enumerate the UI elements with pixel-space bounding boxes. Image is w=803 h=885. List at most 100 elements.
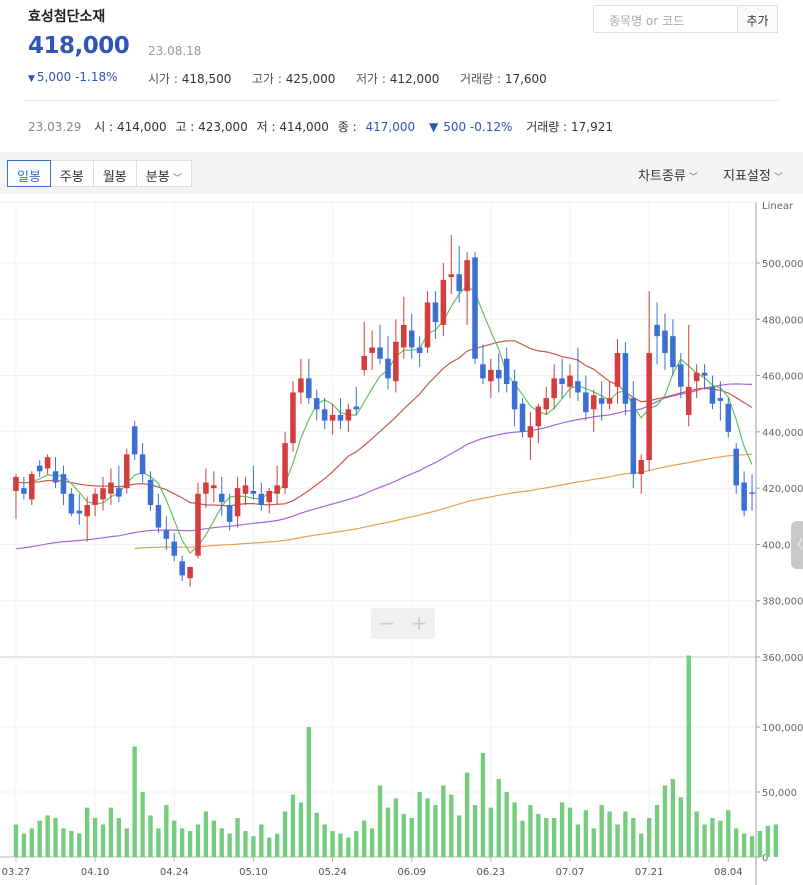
- stock-chart[interactable]: Linear 500,000 480,000 460,000 440,000 420,00…: [0, 196, 803, 885]
- volume-bar: [124, 828, 129, 857]
- candle-body: [424, 302, 431, 348]
- volume-bar: [21, 833, 27, 857]
- candle-body: [139, 454, 146, 475]
- candle-body: [282, 443, 288, 489]
- candle-body: [590, 395, 597, 410]
- candle-body: [606, 398, 613, 404]
- volume-bar: [179, 828, 185, 857]
- volume-bar: [61, 828, 66, 857]
- volume-bar: [694, 811, 699, 857]
- candle-body: [147, 479, 154, 506]
- volume-bar: [322, 824, 327, 857]
- volume-bar: [77, 833, 82, 857]
- candle-body: [638, 460, 645, 475]
- price-tick-label: 440,000: [762, 428, 803, 439]
- candle-body: [250, 490, 257, 494]
- volume-bar: [741, 833, 747, 857]
- ma120-line: [134, 453, 753, 550]
- candle-body: [131, 426, 138, 455]
- trade-volume: 거래량 : 17,600: [460, 70, 547, 87]
- candle-body: [306, 378, 312, 399]
- chevron-down-icon: ﹀: [172, 174, 182, 184]
- volume-bar: [417, 792, 422, 857]
- volume-bar: [433, 805, 438, 857]
- volume-bar: [290, 794, 296, 857]
- volume-bar: [369, 828, 375, 857]
- change-value: 5,000 -1.18%: [36, 70, 118, 84]
- candle-body: [646, 353, 652, 460]
- volume-bar: [646, 818, 652, 857]
- volume-bar: [164, 805, 169, 857]
- volume-bar: [377, 785, 383, 857]
- low-value: 412,000: [389, 72, 440, 86]
- candle-body: [662, 330, 668, 354]
- chart-type-dropdown[interactable]: 차트종류 ﹀: [638, 165, 698, 184]
- volume-bar: [639, 833, 644, 857]
- price-tick-label: 480,000: [762, 315, 803, 326]
- add-button[interactable]: 추가: [738, 5, 778, 33]
- volume-bar: [298, 802, 304, 857]
- volume-bar: [559, 802, 565, 857]
- zoom-in-button[interactable]: +: [410, 611, 428, 635]
- candle-body: [551, 378, 557, 399]
- candle-body: [464, 260, 470, 292]
- volume-bar: [749, 836, 755, 857]
- open-price: 시가 : 418,500: [148, 70, 231, 87]
- candle-body: [575, 381, 581, 393]
- candle-body: [179, 561, 185, 576]
- candle-body: [583, 392, 589, 413]
- volume-bar: [330, 831, 335, 857]
- volume-bar: [441, 785, 446, 857]
- candle-body: [393, 341, 399, 382]
- candle-body: [749, 492, 755, 494]
- candle-body: [92, 493, 98, 506]
- candle-body: [717, 398, 724, 401]
- volume-bar: [496, 779, 501, 857]
- header-divider: [24, 100, 779, 101]
- price-tick-label: 400,000: [762, 540, 803, 551]
- zoom-out-button[interactable]: −: [378, 611, 396, 635]
- hover-low: 저 : 414,000: [256, 120, 329, 134]
- volume-bar: [156, 828, 161, 857]
- volume-bar: [85, 807, 90, 857]
- candle-body: [361, 355, 367, 370]
- volume-bar: [457, 815, 462, 857]
- candle-body: [685, 386, 692, 415]
- candle-body: [654, 324, 660, 337]
- candle-body: [258, 493, 265, 506]
- candle-body: [68, 493, 75, 514]
- candle-body: [408, 330, 415, 348]
- volume-bar: [686, 655, 691, 857]
- candle-body: [630, 398, 637, 475]
- price-date: 23.08.18: [148, 44, 202, 58]
- volume-bar: [583, 810, 589, 857]
- price-tick-label: 360,000: [762, 653, 803, 664]
- volume-bar: [148, 815, 153, 857]
- candle-body: [195, 493, 201, 556]
- ma60-line: [15, 383, 753, 550]
- volume-bar: [670, 779, 676, 857]
- side-panel-handle[interactable]: 〈: [791, 521, 803, 569]
- volume-bar: [267, 837, 272, 857]
- candle-body: [313, 398, 320, 410]
- candle-body: [266, 490, 273, 503]
- tab-monthly[interactable]: 월봉: [92, 160, 137, 187]
- volume-bar: [551, 818, 557, 857]
- candle-body: [678, 364, 684, 387]
- candle-body: [321, 409, 328, 421]
- tab-weekly[interactable]: 주봉: [49, 160, 94, 187]
- volume-bar: [425, 798, 430, 857]
- volume-bar: [385, 807, 391, 857]
- candle-body: [495, 369, 502, 379]
- hover-close: 종 : 417,000: [338, 120, 420, 134]
- tab-daily[interactable]: 일봉: [7, 160, 51, 187]
- candle-body: [480, 364, 486, 379]
- candle-body: [226, 505, 233, 522]
- zoom-control: − +: [371, 608, 435, 639]
- search-input[interactable]: 종목명 or 코드: [593, 5, 738, 33]
- x-tick-label: 06.23: [477, 867, 506, 878]
- indicator-dropdown[interactable]: 지표설정 ﹀: [723, 165, 783, 184]
- tab-minute[interactable]: 분봉 ﹀: [135, 160, 192, 187]
- candle-body: [488, 369, 494, 382]
- candle-body: [171, 541, 178, 556]
